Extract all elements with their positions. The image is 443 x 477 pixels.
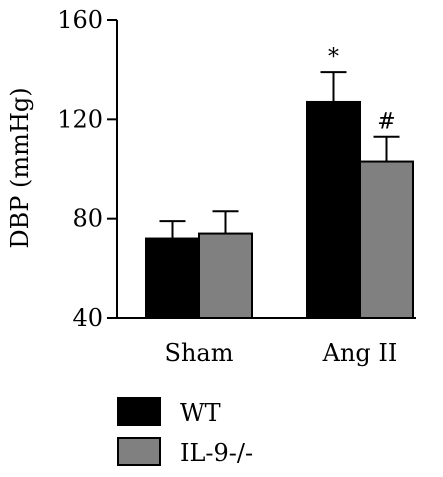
significance-marker: # xyxy=(377,110,395,135)
legend-label: IL-9-/- xyxy=(180,439,253,467)
x-category-label: Ang II xyxy=(322,339,398,367)
significance-marker: * xyxy=(328,45,339,70)
x-axis: Sham Ang II xyxy=(116,317,416,367)
y-tick-label: 120 xyxy=(57,105,103,133)
x-category-label: Sham xyxy=(165,339,234,367)
y-tick-label: 160 xyxy=(57,6,103,34)
bar-il-9--sham xyxy=(198,232,253,319)
legend: WT IL-9-/- xyxy=(117,397,253,467)
bar-il-9--ang-ii xyxy=(359,160,414,319)
legend-swatch xyxy=(117,397,161,426)
bars: *# xyxy=(145,45,414,320)
bar-wt-ang-ii xyxy=(306,100,361,319)
y-axis: 40 80 120 160 xyxy=(57,6,118,332)
bar-wt-sham xyxy=(145,237,200,320)
legend-label: WT xyxy=(180,399,221,427)
legend-swatch xyxy=(117,437,161,466)
y-axis-title: DBP (mmHg) xyxy=(6,87,34,248)
y-tick-label: 40 xyxy=(72,304,103,332)
y-tick-label: 80 xyxy=(72,205,103,233)
